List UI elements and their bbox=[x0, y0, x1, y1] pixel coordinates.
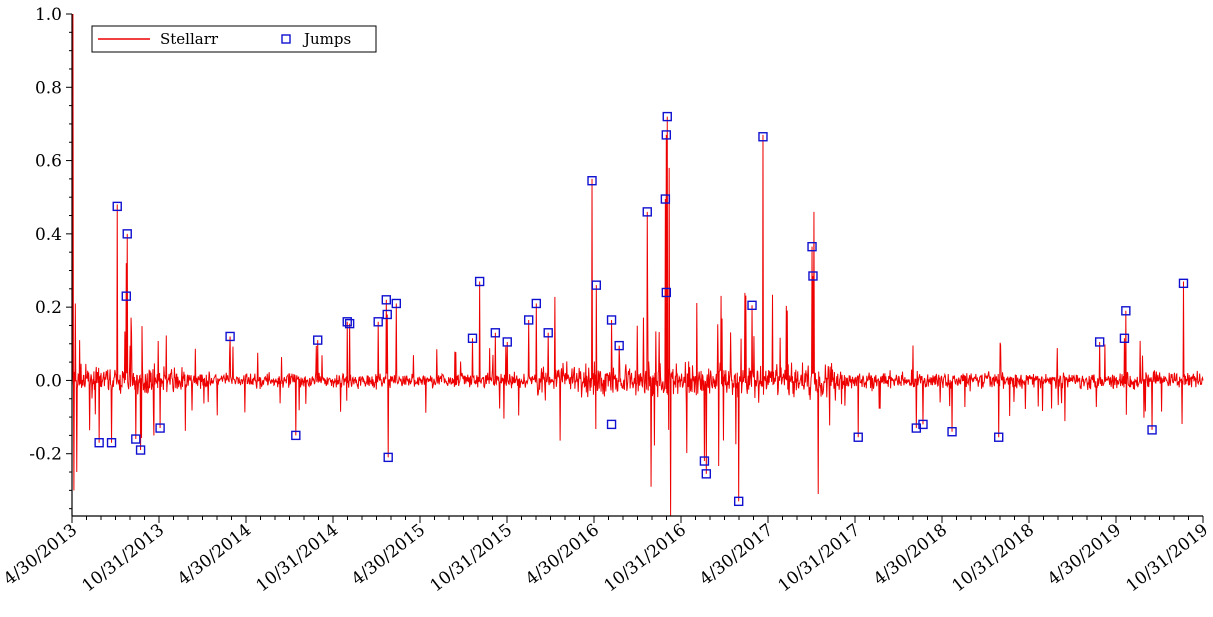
jump-marker bbox=[382, 309, 392, 320]
jump-marker bbox=[122, 229, 132, 239]
jump-marker bbox=[808, 271, 818, 281]
legend-label-jumps: Jumps bbox=[302, 30, 351, 48]
jump-marker bbox=[291, 430, 301, 441]
jump-marker bbox=[661, 130, 672, 140]
x-tick-label: 10/31/2014 bbox=[253, 520, 343, 596]
y-tick-label: 0.2 bbox=[35, 298, 62, 318]
legend-label-stellarr: Stellarr bbox=[160, 30, 219, 48]
jump-marker bbox=[383, 452, 393, 463]
jump-marker bbox=[1147, 425, 1157, 435]
y-tick-label: 0.6 bbox=[35, 152, 62, 172]
jump-marker bbox=[474, 276, 485, 287]
jump-marker bbox=[1121, 306, 1131, 316]
jump-marker bbox=[342, 317, 352, 327]
jump-marker bbox=[747, 300, 757, 311]
y-tick-label: -0.2 bbox=[29, 445, 62, 465]
jump-marker bbox=[112, 201, 122, 212]
y-tick-label: 0.4 bbox=[35, 225, 62, 245]
jump-marker bbox=[467, 333, 478, 343]
jump-marker bbox=[106, 438, 117, 448]
x-tick-label: 4/30/2014 bbox=[174, 520, 255, 589]
x-tick-label: 4/30/2015 bbox=[348, 520, 429, 589]
jump-marker bbox=[606, 315, 617, 325]
jump-marker bbox=[502, 337, 512, 347]
jump-marker bbox=[531, 298, 542, 309]
x-tick-label: 4/30/2018 bbox=[870, 520, 951, 589]
y-tick-label: 0.8 bbox=[35, 78, 62, 98]
jump-marker bbox=[662, 111, 672, 122]
jump-marker bbox=[94, 438, 104, 448]
jump-marker bbox=[733, 496, 744, 507]
jump-marker bbox=[1178, 278, 1189, 289]
jump-marker bbox=[381, 295, 391, 305]
jump-marker bbox=[807, 241, 817, 252]
x-tick-label: 10/31/2019 bbox=[1123, 520, 1213, 596]
jump-marker bbox=[490, 328, 501, 338]
plot-area bbox=[71, 13, 1204, 517]
jump-marker bbox=[225, 331, 235, 342]
x-tick-label: 4/30/2019 bbox=[1044, 520, 1125, 589]
jump-marker bbox=[853, 432, 863, 442]
x-tick-label: 10/31/2018 bbox=[949, 520, 1039, 596]
jump-marker bbox=[591, 280, 602, 290]
legend: Stellarr Jumps bbox=[91, 25, 377, 53]
jump-marker bbox=[135, 445, 146, 455]
jump-marker bbox=[131, 434, 141, 444]
stellarr-series-line bbox=[71, 13, 1204, 517]
jump-marker bbox=[1094, 337, 1105, 347]
jump-marker bbox=[344, 318, 355, 329]
jump-marker bbox=[373, 317, 383, 327]
legend-square-swatch bbox=[281, 34, 291, 44]
y-tick-label: 0.0 bbox=[35, 371, 62, 391]
x-tick-label: 4/30/2013 bbox=[0, 520, 81, 589]
axes: 1.00.80.60.40.20.0-0.24/30/201310/31/201… bbox=[0, 5, 1212, 596]
jump-marker bbox=[1119, 333, 1130, 343]
x-tick-label: 10/31/2015 bbox=[427, 520, 517, 596]
jump-marker bbox=[523, 315, 534, 325]
x-tick-label: 4/30/2017 bbox=[696, 520, 777, 589]
x-tick-label: 10/31/2016 bbox=[601, 520, 691, 596]
jump-marker bbox=[543, 328, 553, 338]
x-tick-label: 10/31/2013 bbox=[79, 520, 169, 596]
jump-marker bbox=[642, 207, 652, 217]
jumps-layer bbox=[94, 111, 1189, 507]
jump-marker bbox=[947, 427, 957, 437]
jump-marker bbox=[587, 176, 597, 186]
jump-marker bbox=[661, 287, 672, 298]
jump-marker bbox=[918, 419, 928, 430]
jump-marker bbox=[313, 335, 323, 345]
jump-marker bbox=[121, 291, 131, 301]
jump-marker bbox=[660, 194, 671, 204]
jump-marker bbox=[699, 456, 710, 466]
jump-marker bbox=[758, 132, 768, 142]
x-tick-label: 10/31/2017 bbox=[775, 520, 865, 596]
jump-marker bbox=[701, 469, 712, 479]
jump-marker bbox=[155, 423, 165, 433]
jump-marker bbox=[994, 432, 1004, 442]
jump-marker bbox=[391, 298, 401, 309]
jump-marker bbox=[614, 340, 624, 351]
jump-marker bbox=[606, 419, 617, 430]
y-tick-label: 1.0 bbox=[35, 5, 62, 25]
x-tick-label: 4/30/2016 bbox=[522, 520, 603, 589]
